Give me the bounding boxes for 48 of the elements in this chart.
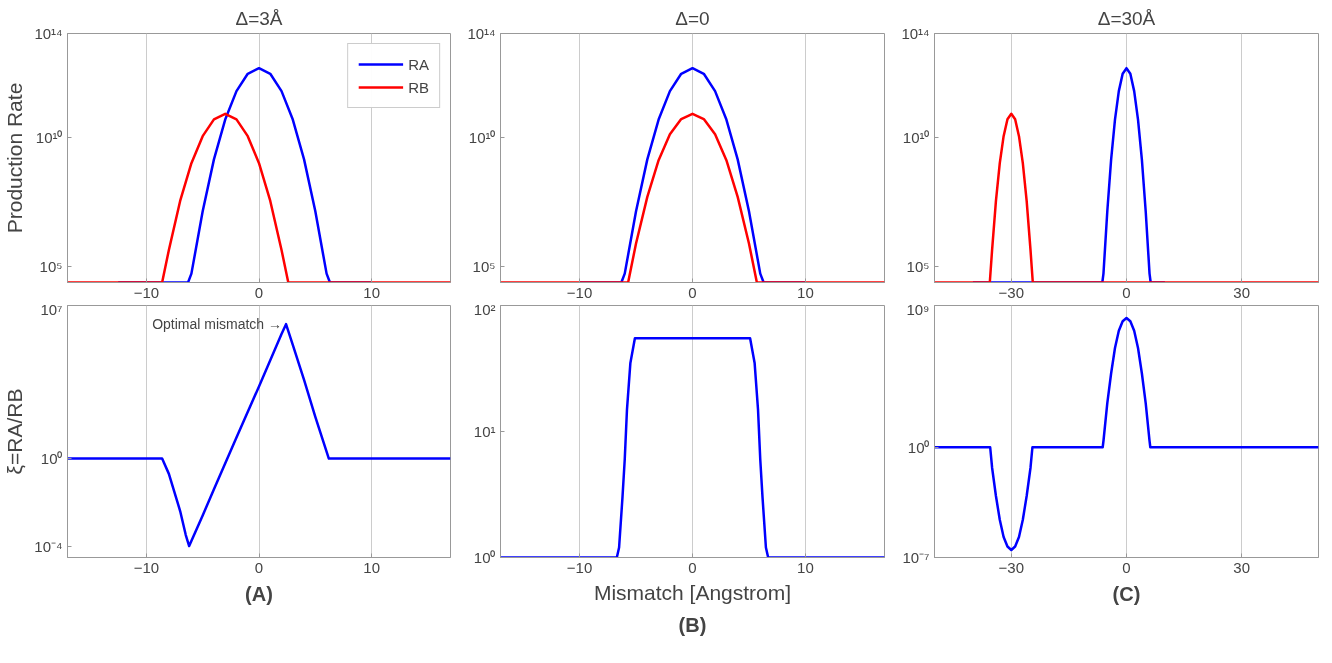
y-tick-label: 10⁵: [472, 258, 496, 276]
y-tick-label: 10¹⁴: [901, 25, 930, 42]
chart-title: Δ=0: [675, 7, 710, 29]
chart-title: Δ=3Å: [235, 7, 283, 29]
y-tick-label: 10⁵: [39, 258, 63, 276]
y-tick-label: 10¹⁴: [34, 25, 63, 42]
x-tick-label: 0: [254, 558, 264, 576]
y-tick-label: 10⁰: [907, 438, 930, 456]
x-tick-label: −10: [566, 283, 593, 301]
y-tick-label: 10¹⁰: [468, 128, 496, 146]
x-tick-label: 0: [688, 283, 697, 301]
x-tick-label: 0: [688, 558, 697, 576]
annotation: Optimal mismatch →: [152, 316, 283, 333]
x-tick-label: 10: [363, 283, 380, 301]
y-tick-label: 10¹: [473, 423, 496, 440]
text: (C): [1112, 582, 1141, 605]
x-tick-label: 10: [797, 558, 814, 576]
x-tick-label: 0: [1122, 283, 1131, 301]
x-tick-label: 30: [1233, 558, 1251, 576]
legend-label: RB: [408, 78, 429, 96]
x-tick-label: 0: [1122, 558, 1131, 576]
y-tick-label: 10¹⁰: [902, 128, 930, 146]
y-tick-label: 10⁻⁷: [902, 549, 930, 566]
x-axis-title: Mismatch [Angstrom]: [593, 580, 792, 604]
y-axis-title: ξ=RA/RB: [3, 388, 27, 475]
legend-label: RA: [408, 55, 429, 73]
y-axis-title: Production Rate: [3, 82, 27, 234]
y-tick-label: 10¹⁴: [467, 25, 496, 42]
x-tick-label: −10: [133, 283, 160, 301]
x-tick-label: −10: [133, 558, 160, 576]
x-tick-label: 10: [363, 558, 380, 576]
y-tick-label: 10⁰: [473, 549, 496, 566]
y-tick-label: 10⁵: [906, 258, 930, 276]
y-tick-label: 10⁹: [906, 300, 930, 318]
y-tick-label: 10¹⁰: [35, 128, 63, 146]
x-tick-label: 30: [1233, 283, 1251, 301]
y-tick-label: 10⁻⁴: [34, 537, 63, 555]
chart-title: Δ=30Å: [1097, 7, 1156, 29]
x-tick-label: −30: [998, 283, 1025, 301]
text: (A): [245, 582, 273, 605]
x-tick-label: −10: [566, 558, 593, 576]
x-tick-label: −30: [998, 558, 1025, 576]
x-tick-label: 10: [797, 283, 814, 301]
y-tick-label: 10²: [473, 300, 496, 318]
y-tick-label: 10⁰: [40, 450, 63, 468]
y-tick-label: 10⁷: [40, 300, 63, 318]
text: (B): [678, 613, 707, 636]
x-tick-label: 0: [254, 283, 264, 301]
